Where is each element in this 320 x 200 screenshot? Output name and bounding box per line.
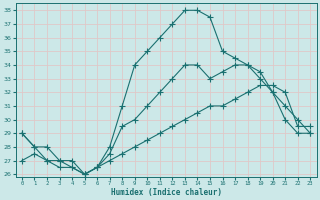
X-axis label: Humidex (Indice chaleur): Humidex (Indice chaleur) bbox=[111, 188, 221, 197]
